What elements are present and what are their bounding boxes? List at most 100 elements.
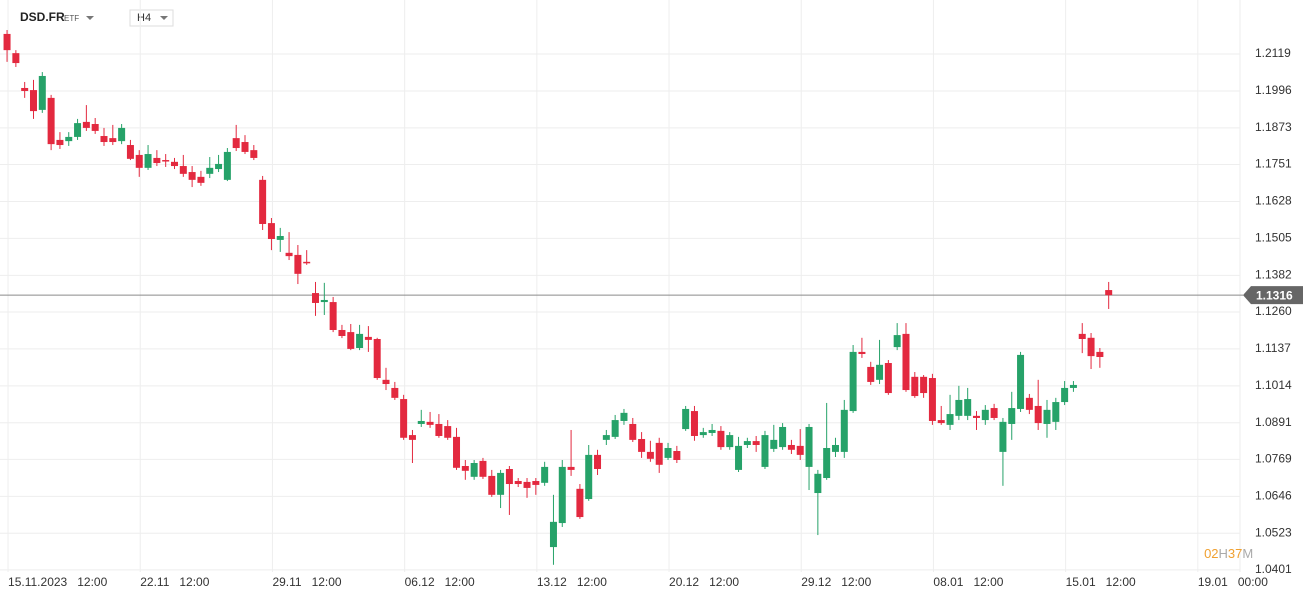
candle-body	[779, 426, 787, 448]
candle-body	[250, 150, 258, 158]
candle-body	[206, 167, 214, 174]
candle-body	[1017, 354, 1025, 409]
candle-body	[708, 429, 716, 433]
candle-body	[946, 414, 954, 425]
candle-body	[964, 399, 972, 416]
candle-body	[391, 387, 399, 398]
candle-body	[241, 142, 249, 152]
candle-body	[312, 293, 320, 303]
countdown-minutes: 37	[1228, 546, 1242, 561]
candle-body	[417, 420, 425, 424]
candle-body	[726, 435, 734, 448]
candle-body	[541, 466, 549, 483]
candle-body	[65, 136, 73, 142]
last-price-tag	[1243, 286, 1303, 305]
candle-body	[567, 466, 575, 470]
candle-body	[320, 299, 328, 303]
candle-body	[505, 469, 513, 485]
candle-body	[735, 445, 743, 470]
candle-body	[21, 87, 29, 91]
candle-body	[294, 254, 302, 274]
timeframe-box[interactable]	[129, 9, 174, 27]
candle-body	[831, 444, 839, 452]
x-tick-label: 08.01 12:00	[933, 575, 1003, 589]
candle-body	[849, 351, 857, 412]
candle-body	[558, 466, 566, 524]
candle-body	[796, 445, 804, 455]
candle-body	[197, 176, 205, 183]
candle-body	[814, 473, 822, 494]
candle-body	[488, 475, 496, 495]
y-tick-label: 1.1628	[1255, 194, 1292, 208]
countdown-h: H	[1219, 546, 1228, 561]
candle-body	[620, 412, 628, 421]
candle-body	[1096, 351, 1104, 358]
candle-body	[444, 426, 452, 438]
candle-body	[787, 444, 795, 450]
candle-body	[267, 223, 275, 240]
candle-body	[408, 435, 416, 440]
candle-body	[664, 447, 672, 458]
candle-body	[858, 351, 866, 355]
candle-body	[47, 97, 55, 145]
candle-body	[717, 430, 725, 448]
candle-body	[920, 376, 928, 394]
candle-body	[461, 466, 469, 471]
candle-body	[743, 441, 751, 445]
candle-body	[232, 138, 240, 149]
y-tick-label: 1.1137	[1255, 341, 1291, 355]
candle-body	[303, 261, 311, 264]
x-tick-label: 29.11 12:00	[272, 575, 341, 589]
candle-body	[805, 426, 813, 467]
candle-body	[955, 399, 963, 416]
candle-body	[867, 366, 875, 382]
candle-body	[576, 488, 584, 518]
candle-body	[752, 441, 760, 445]
candle-body	[29, 90, 37, 112]
candle-body	[911, 376, 919, 397]
candle-body	[990, 408, 998, 418]
candle-body	[1052, 402, 1060, 422]
candle-body	[1087, 337, 1095, 357]
y-tick-label: 1.0523	[1255, 525, 1292, 539]
candle-body	[144, 154, 152, 168]
candles	[3, 30, 1113, 565]
candle-body	[276, 236, 284, 240]
candle-body	[364, 336, 372, 340]
candle-body	[109, 138, 117, 143]
x-tick-label: 15.11.2023 12:00	[8, 575, 108, 589]
candle-body	[514, 481, 522, 485]
y-tick-label: 1.0769	[1255, 452, 1292, 466]
y-tick-label: 1.1996	[1255, 83, 1292, 97]
candle-body	[215, 163, 223, 170]
candle-body	[893, 335, 901, 348]
symbol[interactable]: DSD.FR	[20, 10, 65, 24]
symbol-dropdown[interactable]	[86, 16, 94, 20]
candle-body	[972, 415, 980, 418]
candle-body	[179, 166, 187, 174]
y-tick-label: 1.2119	[1255, 46, 1291, 60]
candle-body	[629, 423, 637, 440]
last-price-label: 1.1316	[1256, 288, 1293, 302]
countdown: 02H37M	[1186, 546, 1264, 561]
timeframe-dropdown[interactable]	[160, 16, 168, 20]
candle-body	[602, 435, 610, 440]
candle-body	[435, 423, 443, 436]
y-tick-label: 1.1014	[1255, 378, 1292, 392]
header: DSD.FR ETF H4	[20, 9, 174, 27]
candle-body	[523, 481, 531, 488]
candle-body	[902, 333, 910, 391]
timeframe[interactable]: H4	[137, 12, 151, 24]
candle-body	[761, 435, 769, 467]
y-tick-label: 1.1505	[1255, 231, 1292, 245]
x-tick-label: 15.01 12:00	[1066, 575, 1136, 589]
grid	[0, 0, 1243, 572]
candle-body	[373, 338, 381, 379]
candle-body	[611, 420, 619, 437]
candle-body	[126, 145, 134, 159]
candle-body	[673, 450, 681, 461]
candle-body	[285, 252, 293, 257]
y-tick-label: 1.1260	[1255, 304, 1292, 318]
candle-body	[638, 438, 646, 452]
